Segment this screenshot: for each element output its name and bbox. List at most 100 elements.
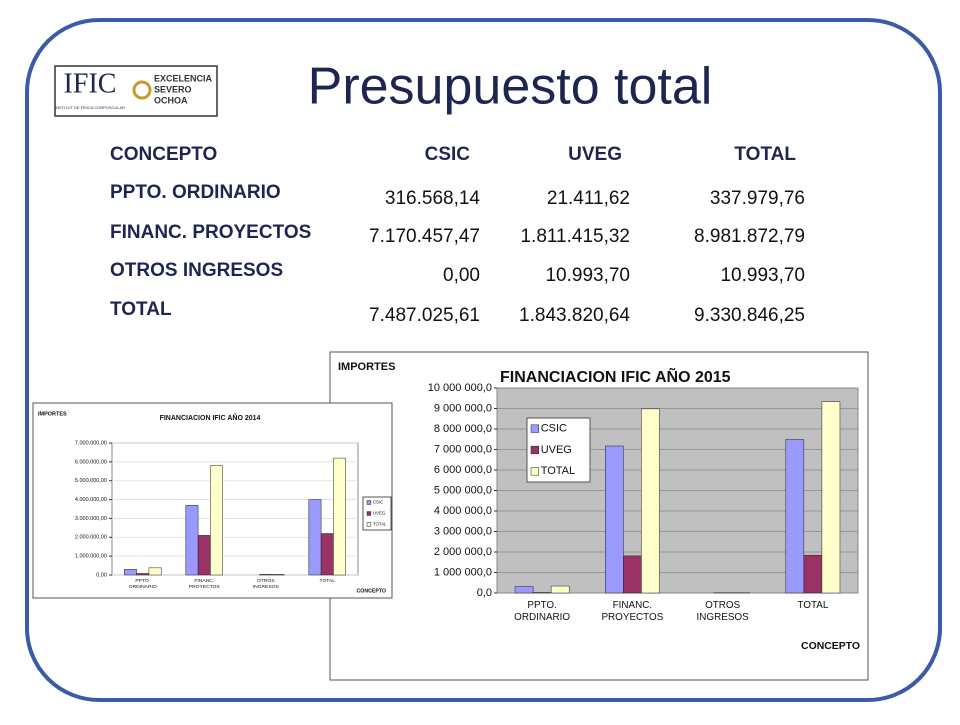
legend-label: UVEG <box>541 444 572 456</box>
row-label: OTROS INGRESOS <box>110 260 283 281</box>
x-tick-label-line: PPTO. <box>527 600 556 611</box>
logo-line: OCHOA <box>154 95 188 105</box>
legend-swatch <box>367 523 371 527</box>
legend-swatch <box>531 425 539 433</box>
logo-institute: INSTITUT DE FÍSICA CORPUSCULAR <box>55 105 125 110</box>
x-tick-label-line: OTROS <box>257 578 275 584</box>
y-tick-label: 9 000 000,0 <box>434 402 492 414</box>
y-tick-label: 6.000.000,00 <box>75 459 107 465</box>
legend-label: UVEG <box>373 511 386 516</box>
bar <box>124 569 136 575</box>
bar <box>149 568 161 575</box>
y-tick-label: 0,0 <box>477 587 492 599</box>
logo: IFIC INSTITUT DE FÍSICA CORPUSCULAR EXCE… <box>55 66 217 116</box>
x-tick-label-line: FINANC. <box>194 578 214 584</box>
bar <box>321 534 333 575</box>
y-tick-label: 5.000.000,00 <box>75 478 107 484</box>
bar <box>186 505 198 575</box>
y-axis-label: IMPORTES <box>38 411 67 417</box>
bar <box>822 402 840 593</box>
logo-line: SEVERO <box>154 84 192 94</box>
slide-title: Presupuesto total <box>308 58 713 116</box>
logo-line: EXCELENCIA <box>154 73 213 83</box>
legend-label: TOTAL <box>373 522 387 527</box>
table-cell: 0,00 <box>443 265 480 286</box>
y-tick-label: 3 000 000,0 <box>434 525 492 537</box>
y-tick-label: 4.000.000,00 <box>75 497 107 503</box>
x-tick-label-line: ORDINARIO <box>514 612 570 623</box>
x-tick-label-line: TOTAL <box>320 578 336 584</box>
bar <box>551 586 569 593</box>
legend-swatch <box>367 512 371 516</box>
bar <box>198 535 210 575</box>
bar <box>804 555 822 593</box>
column-header: CONCEPTO <box>110 144 217 165</box>
y-tick-label: 1.000.000,00 <box>75 554 107 560</box>
bar <box>309 500 321 575</box>
table-cell: 1.843.820,64 <box>519 305 630 326</box>
column-header: CSIC <box>425 144 471 165</box>
y-tick-label: 2.000.000,00 <box>75 535 107 541</box>
table-cell: 1.811.415,32 <box>520 226 630 247</box>
legend-label: TOTAL <box>541 465 575 477</box>
legend-swatch <box>367 501 371 505</box>
bar <box>605 446 623 593</box>
x-axis-label: CONCEPTO <box>801 641 860 652</box>
logo-acronym: IFIC <box>64 68 117 99</box>
x-tick-label-line: INGRESOS <box>697 612 750 623</box>
x-tick-label-line: INGRESOS <box>253 584 280 590</box>
table-cell: 7.487.025,61 <box>369 305 480 326</box>
table-cell: 10.993,70 <box>545 265 630 286</box>
x-tick-label: TOTAL <box>320 578 336 584</box>
bar <box>623 556 641 593</box>
x-tick-label-line: PROYECTOS <box>601 612 663 623</box>
table-cell: 9.330.846,25 <box>694 305 805 326</box>
y-tick-label: 3.000.000,00 <box>75 516 107 522</box>
legend-swatch <box>531 467 539 475</box>
y-axis-label: IMPORTES <box>338 361 395 373</box>
legend-label: CSIC <box>373 500 384 505</box>
legend-swatch <box>531 446 539 454</box>
chart: 0,00 1.000.000,00 2.000.000,00 3.000.000,00… <box>33 403 392 598</box>
y-tick-label: 2 000 000,0 <box>434 546 492 558</box>
y-tick-label: 4 000 000,0 <box>434 505 492 517</box>
bar <box>333 458 345 575</box>
table-cell: 337.979,76 <box>710 188 805 209</box>
column-header: TOTAL <box>734 144 796 165</box>
bar <box>515 587 533 593</box>
chart-title: FINANCIACION IFIC AÑO 2014 <box>160 413 261 422</box>
x-tick-label-line: OTROS <box>705 600 741 611</box>
x-axis-label: CONCEPTO <box>357 588 386 594</box>
bar <box>786 440 804 593</box>
row-label: TOTAL <box>110 299 172 320</box>
y-tick-label: 6 000 000,0 <box>434 464 492 476</box>
bar <box>641 409 659 593</box>
row-label: FINANC. PROYECTOS <box>110 222 311 243</box>
bar <box>272 574 284 575</box>
column-header: UVEG <box>568 144 622 165</box>
table-cell: 10.993,70 <box>720 265 805 286</box>
table-cell: 7.170.457,47 <box>369 226 480 247</box>
y-tick-label: 1 000 000,0 <box>434 566 492 578</box>
x-tick-label-line: FINANC. <box>613 600 653 611</box>
bar <box>210 466 222 575</box>
table-cell: 21.411,62 <box>547 188 630 209</box>
legend-label: CSIC <box>541 423 567 435</box>
bar <box>137 573 149 575</box>
x-tick-label-line: PPTO. <box>135 578 150 584</box>
y-tick-label: 8 000 000,0 <box>434 423 492 435</box>
bar <box>260 574 272 575</box>
row-label: PPTO. ORDINARIO <box>110 182 281 203</box>
x-tick-label: TOTAL <box>797 600 828 611</box>
x-tick-label-line: PROYECTOS <box>189 584 221 590</box>
y-tick-label: 0,00 <box>96 572 107 578</box>
chart: 0,0 1 000 000,0 2 000 000,0 3 000 000,0 4 00… <box>330 352 868 680</box>
x-tick-label-line: ORDINARIO <box>129 584 157 590</box>
y-tick-label: 7 000 000,0 <box>434 443 492 455</box>
table-cell: 8.981.872,79 <box>694 226 805 247</box>
y-tick-label: 10 000 000,0 <box>428 382 492 394</box>
table-cell: 316.568,14 <box>385 188 481 209</box>
y-tick-label: 7.000.000,00 <box>75 440 107 446</box>
